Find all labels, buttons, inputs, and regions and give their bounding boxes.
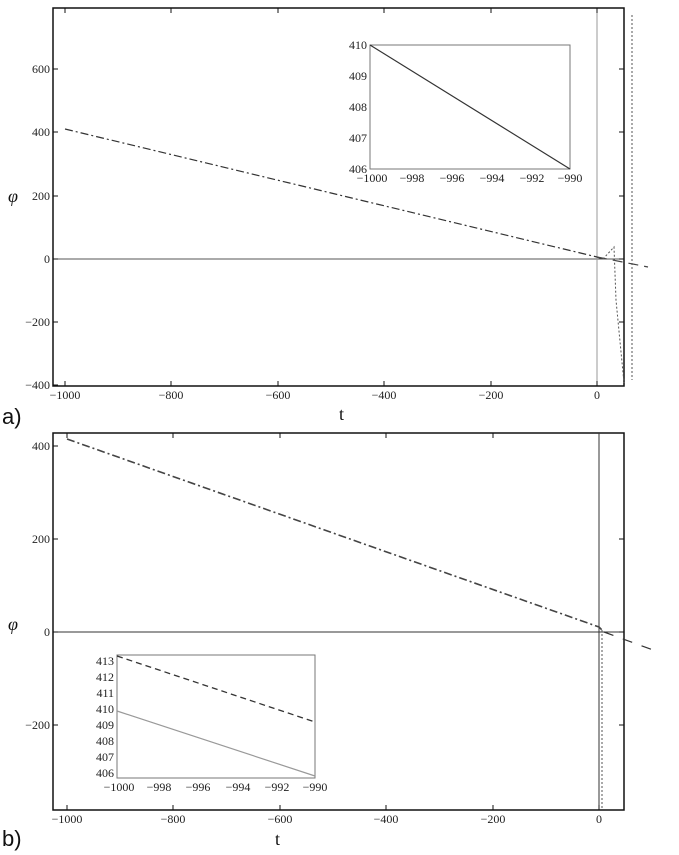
x-tick-label: 0: [594, 388, 600, 402]
inset-x-tick-label: −990: [558, 171, 583, 185]
panel-label-b: b): [2, 826, 22, 851]
inset-series-a: [369, 44, 571, 170]
x-tick-label: 0: [596, 812, 602, 826]
x-tick-label: −400: [372, 388, 397, 402]
inset-y-tick-label: 408: [96, 734, 114, 748]
inset-x-tick-label: −990: [303, 780, 328, 794]
inset-x-tick-label: −992: [520, 171, 545, 185]
inset-y-tick-label: 406: [96, 766, 114, 780]
x-tick-label: −200: [481, 812, 506, 826]
inset-x-tick-label: −992: [265, 780, 290, 794]
plot-frame-a: [53, 8, 324, 386]
y-axis-title-b: φ: [8, 614, 18, 634]
inset-b: 413 412 411 410 409 408 407 406 −1000 −9…: [96, 654, 327, 794]
inset-x-tick-label: −996: [186, 780, 211, 794]
series-dotted-spike-a: [602, 245, 625, 384]
y-tick-label: 400: [32, 439, 50, 453]
x-tick-label: −200: [479, 388, 504, 402]
panel-label-a: a): [2, 404, 22, 429]
series-longdash-b: [603, 631, 654, 651]
inset-y-tick-label: 409: [349, 69, 367, 83]
inset-x-tick-label: −1000: [357, 171, 388, 185]
y-tick-label: 600: [32, 62, 50, 76]
y-ticks-b: [53, 445, 624, 726]
inset-a: 410 409 408 407 406 −1000 −998 −996 −994…: [349, 38, 582, 185]
y-tick-label: 200: [32, 532, 50, 546]
x-ticks-a: [64, 8, 598, 386]
inset-x-tick-label: −998: [400, 171, 425, 185]
inset-y-tick-label: 407: [96, 750, 114, 764]
inset-x-tick-label: −994: [480, 171, 505, 185]
y-tick-label: 0: [44, 625, 50, 639]
inset-y-tick-label: 410: [349, 38, 367, 52]
inset-x-tick-label: −994: [226, 780, 251, 794]
x-tick-label: −1000: [50, 388, 81, 402]
x-tick-label: −600: [266, 388, 291, 402]
axes-box-a: [52, 7, 625, 387]
series-longdash-a: [596, 256, 649, 268]
panel-a: −1000 −800 −600 −400 −200 0 −400 −200 0 …: [2, 7, 649, 429]
y-tick-label: 400: [32, 125, 50, 139]
y-tick-label: 0: [44, 252, 50, 266]
inset-y-tick-label: 409: [96, 718, 114, 732]
inset-series-solid-b: [116, 710, 316, 777]
inset-y-tick-label: 413: [96, 654, 114, 668]
x-ticks-b: [66, 433, 600, 810]
series-dotdash-b: [66, 438, 605, 633]
x-tick-label: −800: [161, 812, 186, 826]
y-tick-label: −400: [25, 378, 50, 392]
inset-y-tick-label: 408: [349, 100, 367, 114]
inset-y-tick-label: 411: [96, 686, 114, 700]
inset-x-tick-label: −996: [440, 171, 465, 185]
y-ticks-a: [53, 68, 624, 386]
x-tick-label: −1000: [52, 812, 83, 826]
axes-box-b: [52, 432, 625, 811]
x-axis-title-a: t: [339, 404, 344, 424]
inset-y-tick-label: 406: [349, 162, 367, 176]
y-tick-label: −200: [25, 315, 50, 329]
inset-x-tick-label: −998: [147, 780, 172, 794]
x-axis-title-b: t: [275, 829, 280, 849]
y-tick-label: 200: [32, 189, 50, 203]
inset-y-tick-label: 410: [96, 702, 114, 716]
inset-x-tick-label: −1000: [104, 780, 135, 794]
inset-y-tick-label: 407: [349, 131, 367, 145]
panel-b: −1000 −800 −600 −400 −200 0 −200 0 200 4…: [2, 432, 654, 851]
y-tick-label: −200: [25, 718, 50, 732]
x-tick-label: −600: [268, 812, 293, 826]
x-tick-label: −800: [159, 388, 184, 402]
x-tick-label: −400: [374, 812, 399, 826]
inset-series-dashed-b: [116, 655, 316, 723]
inset-y-tick-label: 412: [96, 670, 114, 684]
y-axis-title-a: φ: [8, 186, 18, 206]
